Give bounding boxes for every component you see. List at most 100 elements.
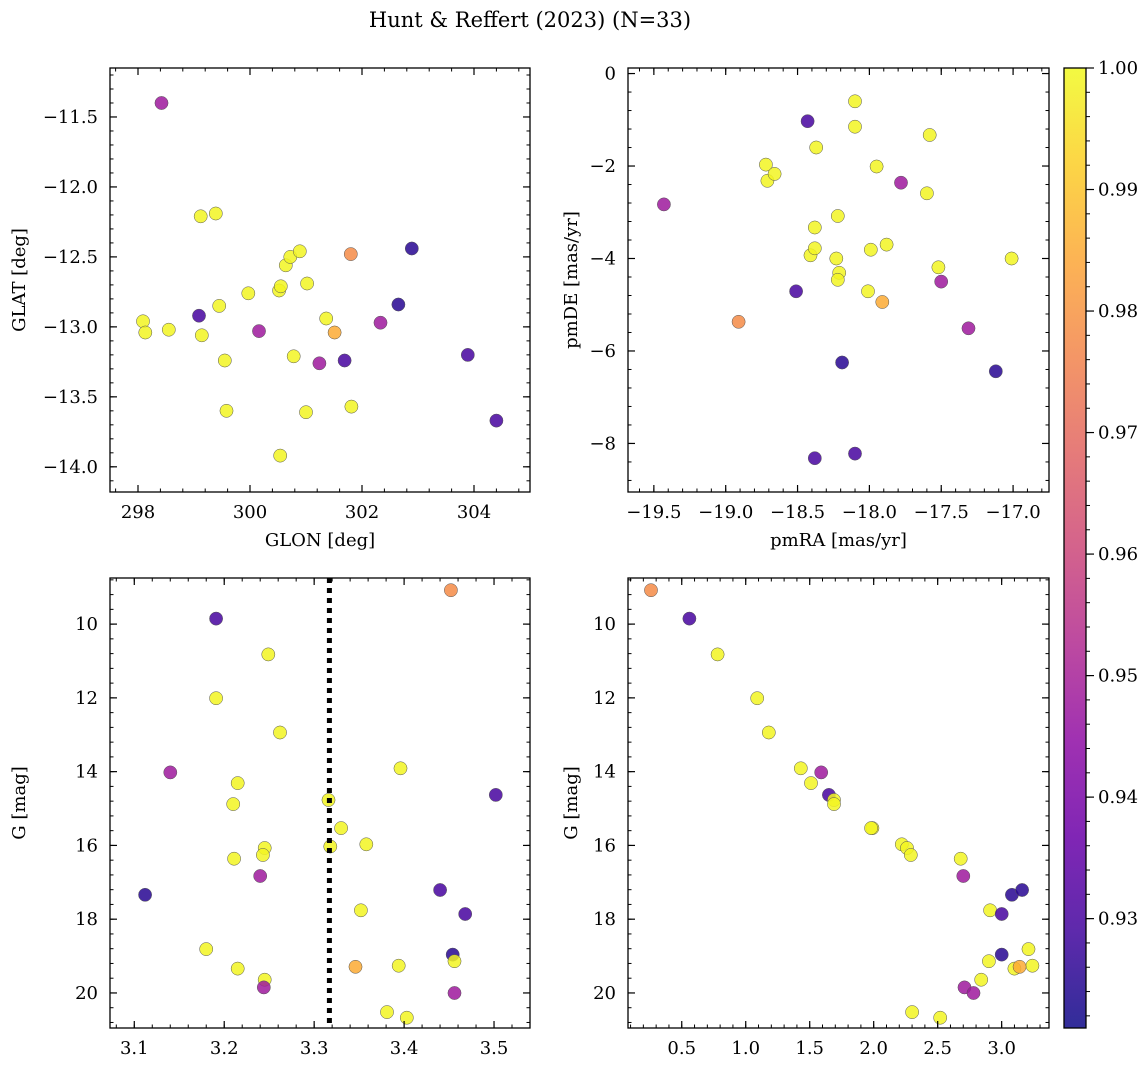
axes-frame xyxy=(627,577,1050,1029)
data-point xyxy=(759,157,773,172)
data-point xyxy=(136,314,150,329)
data-point xyxy=(1021,942,1036,956)
data-point xyxy=(230,776,245,790)
data-point xyxy=(848,94,862,109)
panel-plx-g: 3.1 3.2 3.3 3.4 3.5 10 12 14 16 18 20 Plx [mas] G [m… xyxy=(9,577,531,1068)
data-point xyxy=(447,954,462,969)
data-point xyxy=(731,314,746,329)
data-point xyxy=(154,96,169,110)
data-point xyxy=(444,583,458,598)
x-tick-label: 1.0 xyxy=(731,1038,760,1059)
data-point xyxy=(789,284,803,299)
data-point xyxy=(373,315,388,330)
data-point xyxy=(359,837,374,852)
data-point xyxy=(399,1010,414,1025)
panel-pm: −19.5 −19.0 −18.5 −18.0 −17.5 −17.0 −8 −6 −4 −2 0 p… xyxy=(561,64,1050,551)
data-point xyxy=(337,353,352,368)
y-tick-label: 0 xyxy=(605,64,616,85)
data-point xyxy=(299,405,313,420)
x-tick-label: 300 xyxy=(233,502,267,523)
data-point xyxy=(830,209,845,223)
data-point xyxy=(644,583,658,598)
data-point xyxy=(974,972,989,987)
figure-title: Hunt & Reffert (2023) (N=33) xyxy=(369,8,691,32)
x-tick-label: 3.1 xyxy=(120,1038,149,1059)
axes-frame xyxy=(109,577,531,1029)
y-tick-label: −8 xyxy=(589,433,616,454)
data-point xyxy=(827,797,841,811)
data-point xyxy=(657,197,671,212)
data-point xyxy=(209,611,223,626)
data-point xyxy=(286,349,301,364)
x-tick-label: 304 xyxy=(457,502,491,523)
data-point xyxy=(761,725,776,740)
data-point xyxy=(256,980,271,995)
data-point xyxy=(433,883,447,897)
data-point xyxy=(300,276,314,291)
data-point xyxy=(793,761,808,776)
data-point xyxy=(864,821,878,835)
data-point xyxy=(1012,959,1027,974)
x-axis-label: GLON [deg] xyxy=(265,530,375,551)
data-point xyxy=(344,399,359,414)
x-axis-label: BP-RP [mag] xyxy=(781,1066,896,1068)
data-point xyxy=(138,325,153,340)
data-point xyxy=(199,942,214,956)
data-point xyxy=(807,241,822,256)
y-tick-label: 14 xyxy=(593,762,616,783)
data-point xyxy=(209,691,223,706)
colorbar-frame xyxy=(1063,67,1087,1029)
colorbar-tick-label: 0.93 xyxy=(1098,909,1138,930)
data-point xyxy=(256,848,270,862)
data-point xyxy=(933,1010,948,1025)
x-tick-label: −17.5 xyxy=(914,502,969,523)
x-axis-label: Plx [mas] xyxy=(278,1066,363,1068)
y-tick-label: −12.5 xyxy=(43,247,98,268)
y-tick-label: −13.0 xyxy=(43,317,98,338)
y-tick-label: 10 xyxy=(75,614,98,635)
colorbar-tick-label: 0.95 xyxy=(1098,666,1138,687)
data-point xyxy=(212,299,227,313)
data-point xyxy=(208,206,223,221)
data-point xyxy=(875,295,890,309)
data-point xyxy=(830,272,845,287)
y-tick-label: 20 xyxy=(593,983,616,1004)
data-point xyxy=(261,647,276,662)
x-tick-label: 1.5 xyxy=(795,1038,824,1059)
data-point xyxy=(994,907,1009,921)
data-point xyxy=(848,119,862,134)
panel-glon-glat: 298 300 302 304 −14.0 −13.5 −13.0 −12.5 −12.0 −11… xyxy=(9,67,531,551)
y-tick-label: 12 xyxy=(75,688,98,709)
data-point xyxy=(343,247,358,261)
data-point xyxy=(804,776,818,790)
colorbar-tick-label: 0.99 xyxy=(1098,180,1138,201)
data-point xyxy=(273,725,287,740)
data-point xyxy=(292,244,307,259)
data-point xyxy=(230,961,245,976)
y-tick-label: 18 xyxy=(593,909,616,930)
data-point xyxy=(710,647,725,662)
x-tick-label: −17.0 xyxy=(985,502,1040,523)
data-point xyxy=(835,355,849,370)
x-tick-label: −19.0 xyxy=(698,502,753,523)
data-point xyxy=(354,903,368,918)
data-point xyxy=(163,765,178,780)
data-point xyxy=(447,986,462,1000)
y-tick-label: −4 xyxy=(589,248,616,269)
data-point xyxy=(252,324,266,338)
data-point xyxy=(956,869,971,883)
data-point xyxy=(682,611,697,626)
data-point xyxy=(460,348,475,362)
y-tick-label: −6 xyxy=(589,341,616,362)
data-point xyxy=(988,364,1003,379)
y-tick-label: 20 xyxy=(75,983,98,1004)
data-point xyxy=(931,260,946,275)
data-point xyxy=(905,1005,919,1019)
data-point xyxy=(404,241,419,256)
data-point xyxy=(253,869,268,883)
colorbar-tick-label: 0.98 xyxy=(1098,301,1138,322)
axes-frame xyxy=(109,67,531,493)
y-tick-label: 16 xyxy=(75,835,98,856)
x-tick-label: 0.5 xyxy=(667,1038,696,1059)
data-point xyxy=(861,284,875,299)
